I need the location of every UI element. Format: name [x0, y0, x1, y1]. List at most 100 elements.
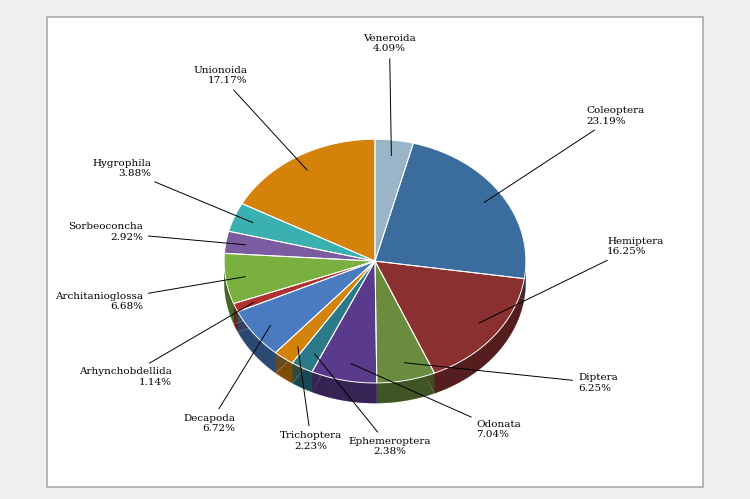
Polygon shape — [430, 374, 432, 395]
Polygon shape — [485, 343, 487, 364]
Polygon shape — [506, 320, 507, 342]
Polygon shape — [379, 383, 380, 403]
Polygon shape — [512, 311, 513, 333]
Polygon shape — [351, 381, 352, 402]
Polygon shape — [517, 220, 518, 243]
Polygon shape — [224, 273, 375, 324]
Polygon shape — [403, 381, 404, 401]
Polygon shape — [436, 371, 439, 393]
Polygon shape — [338, 379, 339, 400]
Polygon shape — [504, 322, 506, 344]
Polygon shape — [375, 143, 526, 278]
Polygon shape — [356, 382, 358, 403]
Polygon shape — [429, 375, 430, 395]
Polygon shape — [387, 383, 388, 403]
Polygon shape — [326, 376, 327, 397]
Polygon shape — [238, 261, 375, 353]
Polygon shape — [384, 383, 385, 403]
Polygon shape — [292, 261, 375, 372]
Text: Trichoptera
2.23%: Trichoptera 2.23% — [280, 346, 342, 451]
Polygon shape — [340, 380, 341, 400]
Polygon shape — [273, 351, 274, 372]
Polygon shape — [327, 377, 328, 397]
Polygon shape — [380, 383, 381, 403]
Polygon shape — [490, 338, 492, 360]
Polygon shape — [346, 381, 347, 401]
Polygon shape — [344, 380, 345, 401]
Polygon shape — [399, 381, 400, 402]
Polygon shape — [333, 378, 334, 399]
Polygon shape — [487, 341, 489, 363]
Text: Architanioglossa
6.68%: Architanioglossa 6.68% — [55, 276, 245, 311]
Polygon shape — [224, 253, 375, 303]
Polygon shape — [242, 160, 375, 281]
Polygon shape — [494, 334, 496, 356]
Polygon shape — [397, 382, 398, 402]
Polygon shape — [440, 370, 442, 392]
Polygon shape — [375, 261, 434, 383]
Polygon shape — [386, 383, 387, 403]
Polygon shape — [312, 281, 376, 403]
FancyBboxPatch shape — [47, 17, 703, 488]
Polygon shape — [331, 378, 332, 398]
Polygon shape — [316, 373, 317, 394]
Text: Coleoptera
23.19%: Coleoptera 23.19% — [484, 106, 645, 203]
Polygon shape — [390, 382, 391, 403]
Polygon shape — [451, 365, 453, 387]
Polygon shape — [315, 373, 316, 394]
Polygon shape — [354, 382, 356, 402]
Polygon shape — [325, 376, 326, 397]
Polygon shape — [270, 348, 271, 369]
Polygon shape — [442, 370, 444, 391]
Polygon shape — [375, 164, 526, 299]
Polygon shape — [502, 326, 503, 348]
Polygon shape — [314, 373, 315, 393]
Polygon shape — [312, 261, 376, 383]
Text: Veneroida
4.09%: Veneroida 4.09% — [363, 34, 416, 156]
Polygon shape — [337, 379, 338, 400]
Polygon shape — [522, 234, 523, 257]
Polygon shape — [342, 380, 343, 401]
Polygon shape — [422, 377, 423, 397]
Polygon shape — [474, 352, 476, 373]
Polygon shape — [393, 382, 394, 402]
Polygon shape — [402, 381, 403, 401]
Polygon shape — [521, 231, 522, 254]
Polygon shape — [427, 375, 428, 396]
Polygon shape — [394, 382, 396, 402]
Polygon shape — [334, 378, 335, 399]
Polygon shape — [405, 380, 406, 401]
Polygon shape — [360, 382, 361, 403]
Polygon shape — [345, 381, 346, 401]
Polygon shape — [511, 313, 512, 335]
Polygon shape — [423, 376, 424, 397]
Polygon shape — [347, 381, 349, 401]
Polygon shape — [363, 383, 364, 403]
Text: Unionoida
17.17%: Unionoida 17.17% — [194, 66, 308, 170]
Polygon shape — [272, 350, 273, 371]
Polygon shape — [372, 383, 374, 403]
Polygon shape — [385, 383, 386, 403]
Polygon shape — [362, 383, 363, 403]
Polygon shape — [434, 372, 436, 393]
Polygon shape — [233, 281, 375, 332]
Polygon shape — [375, 139, 413, 261]
Polygon shape — [369, 383, 370, 403]
Polygon shape — [352, 382, 353, 402]
Polygon shape — [446, 368, 448, 389]
Polygon shape — [312, 372, 313, 393]
Polygon shape — [330, 377, 331, 398]
Polygon shape — [365, 383, 367, 403]
Polygon shape — [374, 383, 376, 403]
Polygon shape — [224, 231, 375, 261]
Polygon shape — [376, 383, 378, 403]
Polygon shape — [425, 376, 426, 396]
Polygon shape — [420, 377, 422, 398]
Text: Diptera
6.25%: Diptera 6.25% — [404, 363, 618, 393]
Polygon shape — [329, 377, 330, 398]
Polygon shape — [476, 350, 478, 372]
Polygon shape — [375, 281, 524, 393]
Polygon shape — [478, 349, 480, 370]
Polygon shape — [509, 315, 511, 337]
Polygon shape — [448, 366, 451, 388]
